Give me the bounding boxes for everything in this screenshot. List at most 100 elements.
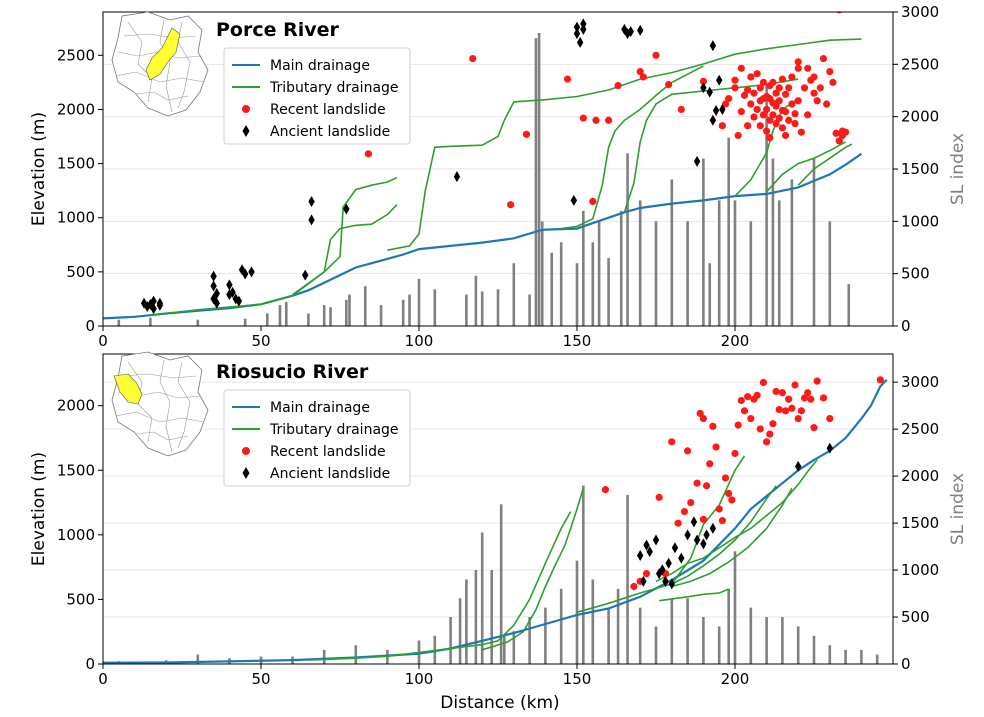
recent-landslide-point (592, 116, 600, 124)
location-inset-map (111, 351, 209, 457)
ancient-landslide-point (210, 280, 217, 292)
sl-bar (345, 299, 348, 326)
recent-landslide-point (785, 395, 793, 403)
sl-bar (550, 252, 554, 326)
sl-bar (474, 570, 478, 664)
recent-landslide-point (794, 58, 802, 66)
basin-boundary (135, 91, 189, 101)
y-tick-label: 1000 (57, 526, 95, 544)
ancient-landslide-point (684, 529, 691, 541)
recent-landslide-point (785, 84, 793, 92)
recent-landslide-point (721, 100, 730, 108)
recent-landslide-point (759, 378, 768, 387)
sl-bar (284, 301, 288, 326)
sl-bar (408, 294, 411, 326)
sl-bar (702, 158, 705, 326)
ancient-landslide-point (308, 195, 315, 207)
ancient-landslide-point (576, 36, 584, 48)
sl-bar (702, 617, 705, 664)
legend-entry-label: Ancient landslide (270, 466, 390, 482)
recent-landslide-point (826, 67, 834, 76)
recent-landslide-point (696, 409, 704, 418)
recent-landslide-point (781, 108, 790, 116)
recent-landslide-point (781, 90, 790, 98)
ancient-landslide-point (302, 269, 309, 281)
sl-bar (638, 607, 642, 664)
ancient-landslide-point (235, 295, 243, 307)
recent-landslide-point (813, 97, 821, 105)
sl-bar (626, 153, 629, 326)
y-tick-label: 1500 (57, 461, 95, 479)
x-axis-label: Distance (km) (440, 693, 559, 713)
sl-bar (749, 607, 753, 664)
ancient-landslide-point (652, 534, 660, 546)
sl-bar (796, 626, 800, 664)
recent-landslide-point (756, 84, 764, 92)
recent-landslide-point (756, 122, 764, 130)
recent-landslide-point (766, 116, 774, 124)
tributary-line (671, 485, 777, 585)
sl-bar (575, 263, 579, 326)
recent-landslide-point (684, 447, 692, 455)
recent-landslide-point (810, 89, 818, 97)
recent-landslide-point (737, 64, 745, 72)
sl-bar (708, 263, 712, 326)
recent-landslide-point (772, 119, 780, 128)
recent-landslide-point (823, 100, 831, 108)
sl-bar (607, 257, 610, 326)
tributary-line (561, 65, 704, 230)
x-tick-label: 50 (251, 670, 270, 688)
recent-landslide-point (810, 424, 818, 432)
sl-bar (582, 210, 585, 326)
sl-bar (847, 284, 851, 326)
ancient-landslide-point (624, 28, 631, 40)
recent-landslide-point (699, 414, 708, 423)
sl-bar (117, 319, 121, 326)
recent-landslide-point (731, 449, 739, 458)
ancient-landslide-point (248, 266, 255, 278)
recent-landslide-point (775, 405, 783, 414)
recent-landslide-point (759, 78, 768, 86)
sl-bar (670, 598, 674, 664)
x-tick-label: 150 (563, 332, 592, 350)
ancient-landslide-point (453, 171, 461, 183)
ancient-landslide-point (662, 575, 669, 587)
recent-landslide-point (718, 122, 726, 130)
y-right-axis-label: SL index (948, 133, 968, 205)
ancient-landslide-point (709, 522, 717, 534)
recent-landslide-point (791, 119, 799, 128)
sl-bar (765, 85, 768, 326)
basin-highlight (113, 373, 143, 405)
tributary-line (623, 78, 799, 213)
ancient-landslide-point (671, 542, 679, 554)
legend-ancient-swatch (242, 125, 250, 137)
recent-landslide-point (734, 131, 742, 140)
riosucio-panel: 0 50 100 150 2000500100015002000050010001500… (29, 351, 968, 688)
x-tick-label: 200 (721, 332, 750, 350)
recent-landslide-point (674, 519, 682, 527)
ancient-landslide-point (795, 460, 802, 472)
recent-landslide-point (835, 137, 843, 145)
sl-bar (559, 242, 563, 326)
ancient-landslide-point (627, 25, 634, 37)
x-tick-label: 200 (721, 670, 750, 688)
sl-bar (266, 313, 269, 326)
sl-bar (844, 649, 847, 664)
y-right-tick-label: 2500 (901, 420, 939, 438)
tributary-line (387, 38, 862, 251)
plot-area (103, 12, 893, 326)
recent-landslide-point (750, 113, 758, 121)
location-inset-map (111, 11, 209, 117)
recent-landslide-point (747, 414, 755, 423)
sl-bar (717, 200, 721, 326)
sl-bar (654, 221, 658, 326)
y-right-tick-label: 1000 (901, 561, 939, 579)
recent-landslide-point (772, 89, 780, 97)
y-right-tick-label: 1000 (901, 212, 939, 230)
sl-bar (727, 137, 730, 326)
legend-recent-swatch (242, 447, 250, 455)
sl-bar (458, 598, 462, 664)
ancient-landslide-point (706, 86, 713, 98)
sl-bar (512, 631, 516, 664)
recent-landslide-point (744, 122, 752, 130)
